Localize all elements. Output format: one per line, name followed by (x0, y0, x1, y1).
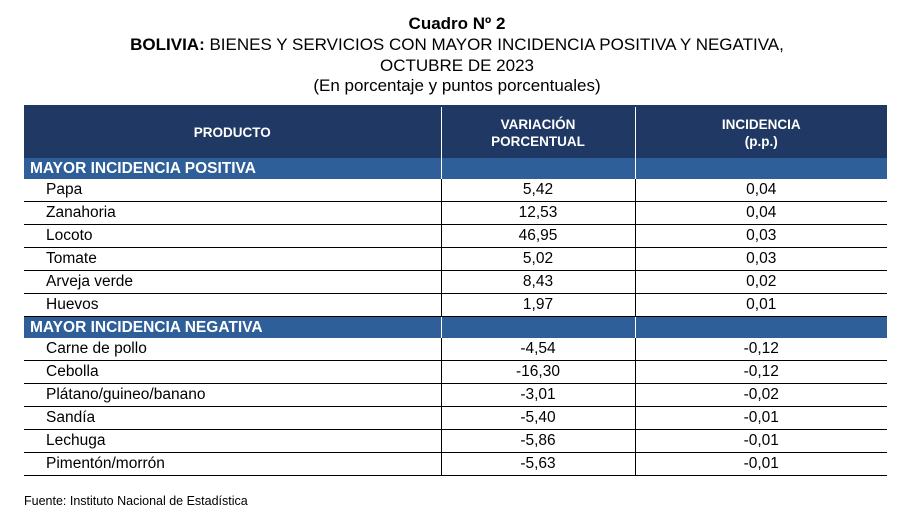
variation-cell: -5,40 (441, 406, 636, 430)
section-header-row: MAYOR INCIDENCIA POSITIVA (24, 158, 887, 179)
variation-cell: -5,63 (441, 452, 636, 476)
table-row: Tomate 5,02 0,03 (24, 247, 887, 271)
header-incidence-line1: INCIDENCIA (721, 116, 801, 132)
variation-cell: 5,02 (441, 247, 636, 271)
variation-cell: -5,86 (441, 429, 636, 453)
incidence-cell: -0,02 (635, 383, 887, 407)
product-cell: Carne de pollo (24, 338, 442, 361)
section-blank-cell (441, 158, 636, 179)
product-cell: Plátano/guineo/banano (24, 383, 442, 407)
title-period: OCTUBRE DE 2023 (380, 56, 534, 75)
variation-cell: -3,01 (441, 383, 636, 407)
header-variation: VARIACIÓN PORCENTUAL (441, 106, 636, 158)
product-cell: Locoto (24, 224, 442, 248)
incidence-cell: 0,01 (635, 293, 887, 317)
section-header-row: MAYOR INCIDENCIA NEGATIVA (24, 316, 887, 338)
table-row: Arveja verde 8,43 0,02 (24, 270, 887, 294)
product-cell: Lechuga (24, 429, 442, 453)
product-cell: Zanahoria (24, 201, 442, 225)
section-blank-cell (635, 316, 887, 338)
table-row: Papa 5,42 0,04 (24, 179, 887, 202)
product-cell: Arveja verde (24, 270, 442, 294)
table-row: Zanahoria 12,53 0,04 (24, 201, 887, 225)
section-label: MAYOR INCIDENCIA POSITIVA (24, 158, 442, 179)
incidence-cell: -0,12 (635, 338, 887, 361)
section-blank-cell (635, 158, 887, 179)
header-incidence-line2: (p.p.) (744, 133, 778, 149)
table-row: Plátano/guineo/banano -3,01 -0,02 (24, 383, 887, 407)
incidence-cell: 0,02 (635, 270, 887, 294)
table-header: PRODUCTO VARIACIÓN PORCENTUAL INCIDENCIA(… (24, 106, 887, 158)
source-note: Fuente: Instituto Nacional de Estadístic… (24, 494, 248, 508)
variation-cell: 5,42 (441, 179, 636, 202)
variation-cell: 46,95 (441, 224, 636, 248)
product-cell: Papa (24, 179, 442, 202)
table-row: Lechuga -5,86 -0,01 (24, 429, 887, 453)
table-caption: Cuadro Nº 2 BOLIVIA: BIENES Y SERVICIOS … (0, 13, 914, 96)
incidence-cell: 0,04 (635, 179, 887, 202)
incidence-cell: -0,01 (635, 406, 887, 430)
table-row: Pimentón/morrón -5,63 -0,01 (24, 452, 887, 476)
table-row: Cebolla -16,30 -0,12 (24, 360, 887, 384)
product-cell: Sandía (24, 406, 442, 430)
header-variation-line1: VARIACIÓN (500, 116, 576, 132)
variation-cell: -16,30 (441, 360, 636, 384)
incidence-cell: 0,03 (635, 247, 887, 271)
variation-cell: 8,43 (441, 270, 636, 294)
incidence-cell: 0,04 (635, 201, 887, 225)
title-country: BOLIVIA: (130, 35, 205, 54)
table-row: Carne de pollo -4,54 -0,12 (24, 338, 887, 361)
variation-cell: -4,54 (441, 338, 636, 361)
variation-cell: 1,97 (441, 293, 636, 317)
product-cell: Tomate (24, 247, 442, 271)
table-number: Cuadro Nº 2 (408, 14, 506, 33)
header-incidence: INCIDENCIA (p.p.) (635, 106, 887, 158)
table-row: Locoto 46,95 0,03 (24, 224, 887, 248)
incidence-cell: -0,12 (635, 360, 887, 384)
table-title: BOLIVIA: BIENES Y SERVICIOS CON MAYOR IN… (0, 34, 914, 55)
product-cell: Cebolla (24, 360, 442, 384)
table-row: Huevos 1,97 0,01 (24, 293, 887, 317)
header-product: PRODUCTO (24, 106, 442, 158)
incidence-cell: -0,01 (635, 429, 887, 453)
data-table: PRODUCTO VARIACIÓN PORCENTUAL INCIDENCIA(… (24, 105, 887, 476)
product-cell: Huevos (24, 293, 442, 317)
incidence-cell: -0,01 (635, 452, 887, 476)
variation-cell: 12,53 (441, 201, 636, 225)
table-body: MAYOR INCIDENCIA POSITIVA Papa 5,42 0,04 Zan… (24, 158, 887, 476)
product-cell: Pimentón/morrón (24, 452, 442, 476)
title-text: BIENES Y SERVICIOS CON MAYOR INCIDENCIA … (204, 35, 784, 54)
table-row: Sandía -5,40 -0,01 (24, 406, 887, 430)
incidence-cell: 0,03 (635, 224, 887, 248)
header-variation-line2: PORCENTUAL (491, 133, 585, 149)
section-blank-cell (441, 316, 636, 338)
section-label: MAYOR INCIDENCIA NEGATIVA (24, 316, 442, 338)
title-units: (En porcentaje y puntos porcentuales) (313, 76, 601, 95)
